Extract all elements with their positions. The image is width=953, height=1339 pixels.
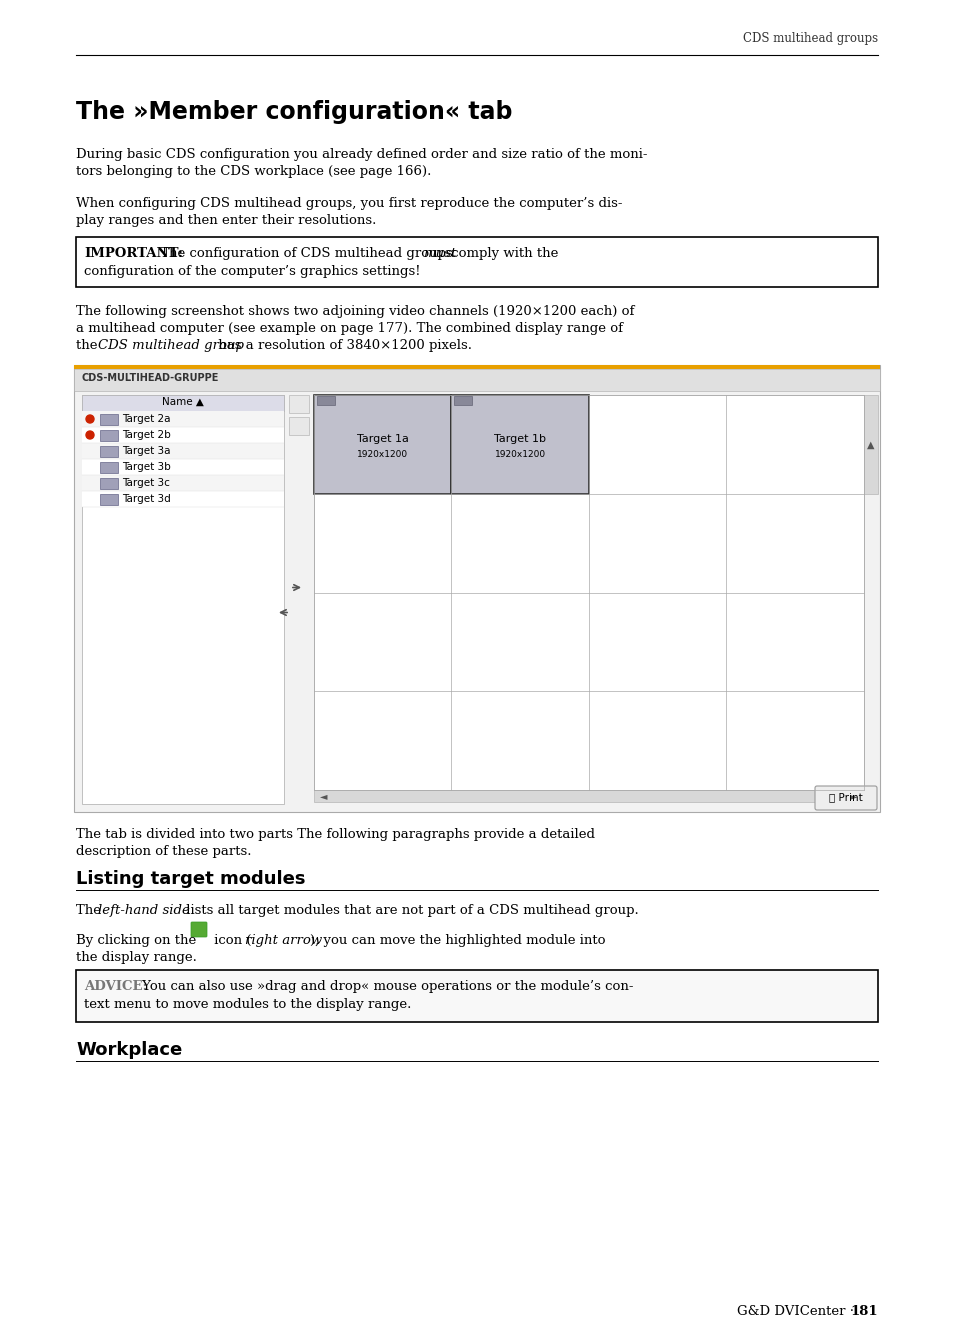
Text: description of these parts.: description of these parts. (76, 845, 252, 858)
Text: Target 1a: Target 1a (356, 434, 408, 445)
Bar (314, 395, 451, 494)
Text: 1920x1200: 1920x1200 (495, 450, 545, 459)
Text: 1920x1200: 1920x1200 (356, 450, 408, 459)
Text: ADVICE:: ADVICE: (84, 980, 148, 994)
Bar (76, 969, 877, 1022)
Text: configuration of the computer’s graphics settings!: configuration of the computer’s graphics… (84, 265, 420, 279)
Bar (100, 414, 118, 424)
Bar (82, 443, 284, 459)
Text: The: The (76, 904, 105, 917)
FancyBboxPatch shape (814, 786, 876, 810)
Bar (100, 462, 118, 473)
Text: 181: 181 (849, 1306, 877, 1318)
Text: ◄: ◄ (320, 791, 328, 801)
Text: IMPORTANT:: IMPORTANT: (84, 246, 183, 260)
Bar (314, 790, 863, 802)
Text: ►: ► (196, 940, 201, 945)
Bar (82, 395, 284, 803)
Text: right arrow: right arrow (245, 935, 322, 947)
Bar (454, 396, 472, 404)
Text: must: must (422, 246, 456, 260)
Text: tors belonging to the CDS workplace (see page 166).: tors belonging to the CDS workplace (see… (76, 165, 431, 178)
Text: Name ▲: Name ▲ (162, 396, 204, 407)
Text: 🖨 Print: 🖨 Print (828, 791, 862, 802)
Circle shape (86, 431, 94, 439)
Bar (314, 395, 863, 790)
FancyBboxPatch shape (191, 923, 207, 937)
Text: CDS-MULTIHEAD-GRUPPE: CDS-MULTIHEAD-GRUPPE (82, 374, 219, 383)
Text: Target 3d: Target 3d (122, 494, 171, 503)
Text: Target 2a: Target 2a (122, 414, 171, 424)
Text: The »Member configuration« tab: The »Member configuration« tab (76, 100, 512, 125)
Text: The configuration of CDS multihead groups: The configuration of CDS multihead group… (156, 246, 456, 260)
Text: comply with the: comply with the (447, 246, 558, 260)
Text: When configuring CDS multihead groups, you first reproduce the computer’s dis-: When configuring CDS multihead groups, y… (76, 197, 622, 210)
Text: Listing target modules: Listing target modules (76, 870, 305, 888)
Text: Workplace: Workplace (76, 1040, 182, 1059)
Text: CDS multihead group: CDS multihead group (98, 339, 244, 352)
Text: Target 3c: Target 3c (122, 478, 170, 487)
Bar (74, 366, 879, 370)
Text: Target 1b: Target 1b (494, 434, 546, 445)
Text: ), you can move the highlighted module into: ), you can move the highlighted module i… (310, 935, 605, 947)
Text: You can also use »drag and drop« mouse operations or the module’s con-: You can also use »drag and drop« mouse o… (138, 980, 633, 994)
Text: text menu to move modules to the display range.: text menu to move modules to the display… (84, 998, 411, 1011)
Bar (100, 430, 118, 441)
Bar (100, 478, 118, 489)
Text: a multihead computer (see example on page 177). The combined display range of: a multihead computer (see example on pag… (76, 321, 622, 335)
Text: CDS multihead groups: CDS multihead groups (742, 32, 877, 46)
Bar (74, 366, 879, 811)
Bar (451, 395, 588, 494)
Text: the: the (76, 339, 102, 352)
Text: Target 3a: Target 3a (122, 446, 171, 457)
Text: Target 3b: Target 3b (122, 462, 171, 473)
Text: icon (: icon ( (210, 935, 252, 947)
Bar (82, 395, 284, 411)
Bar (100, 446, 118, 457)
Bar (316, 396, 335, 404)
Bar (82, 427, 284, 443)
Bar (82, 491, 284, 507)
Text: play ranges and then enter their resolutions.: play ranges and then enter their resolut… (76, 214, 376, 228)
Bar (289, 416, 309, 435)
Bar (100, 494, 118, 505)
Text: G&D DVICenter ·: G&D DVICenter · (736, 1306, 857, 1318)
Bar (289, 395, 309, 412)
Text: During basic CDS configuration you already defined order and size ratio of the m: During basic CDS configuration you alrea… (76, 149, 647, 161)
Text: ►: ► (849, 791, 857, 801)
Bar (82, 411, 284, 427)
Text: lists all target modules that are not part of a CDS multihead group.: lists all target modules that are not pa… (182, 904, 639, 917)
Bar (76, 237, 877, 287)
Text: By clicking on the: By clicking on the (76, 935, 200, 947)
Bar (863, 395, 877, 494)
Bar (82, 475, 284, 491)
Text: left-hand side: left-hand side (98, 904, 190, 917)
Circle shape (86, 415, 94, 423)
Text: Target 2b: Target 2b (122, 430, 171, 441)
Text: The following screenshot shows two adjoining video channels (1920×1200 each) of: The following screenshot shows two adjoi… (76, 305, 634, 317)
Text: The tab is divided into two parts The following paragraphs provide a detailed: The tab is divided into two parts The fo… (76, 828, 595, 841)
Bar (82, 459, 284, 475)
Bar (74, 370, 879, 391)
Text: the display range.: the display range. (76, 951, 196, 964)
Text: has a resolution of 3840×1200 pixels.: has a resolution of 3840×1200 pixels. (213, 339, 472, 352)
Text: ▲: ▲ (866, 439, 874, 450)
